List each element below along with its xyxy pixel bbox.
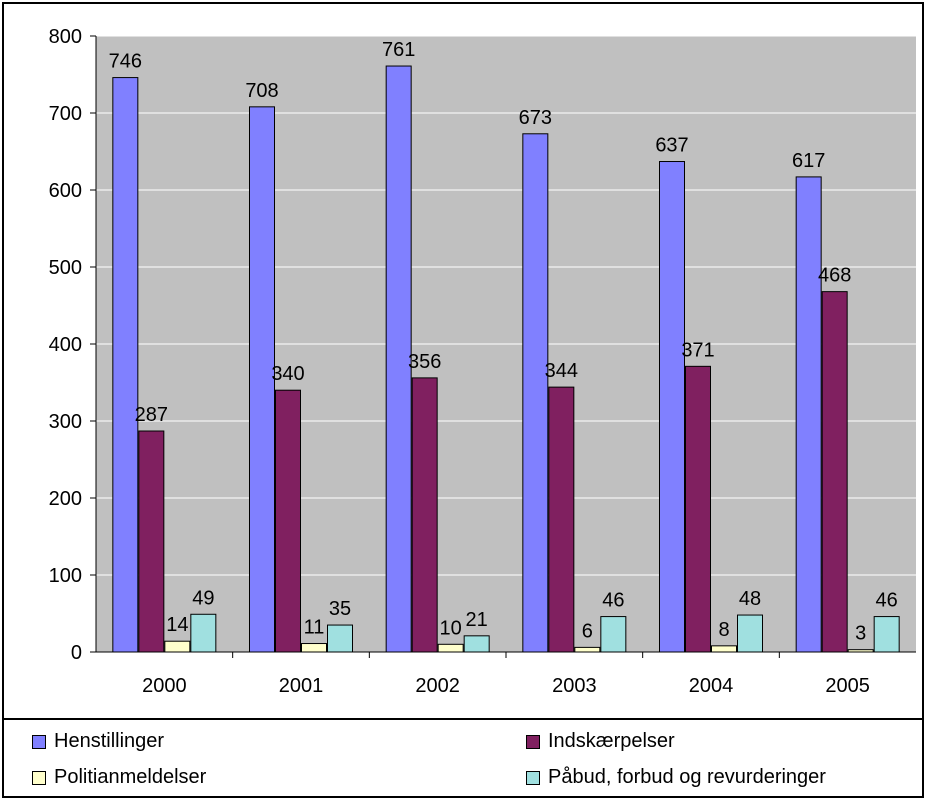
data-label: 356 [408, 351, 441, 373]
data-label: 371 [681, 339, 714, 361]
data-label: 49 [192, 587, 214, 609]
legend-label-henstillinger: Henstillinger [54, 730, 165, 752]
data-label: 11 [304, 617, 325, 639]
bar [600, 616, 627, 653]
bar [112, 77, 139, 653]
bar [873, 616, 900, 653]
bar [385, 65, 412, 653]
legend-label-indskaerpelser: Indskærpelser [548, 730, 675, 752]
data-label: 287 [135, 404, 168, 426]
data-label: 3 [855, 623, 866, 645]
x-tick-label: 2003 [552, 675, 597, 697]
x-tick-label: 2000 [142, 675, 187, 697]
bar [522, 133, 549, 653]
data-label: 673 [519, 107, 552, 129]
data-label: 46 [876, 590, 898, 612]
y-tick-label: 700 [49, 103, 82, 125]
bar [249, 106, 275, 653]
x-tick-label: 2002 [415, 675, 460, 697]
bar [411, 377, 438, 653]
legend-item-indskaerpelser: Indskærpelser [526, 730, 675, 753]
bar [190, 613, 217, 653]
y-tick-label: 300 [49, 411, 82, 433]
bar [821, 291, 848, 653]
bar [327, 624, 353, 653]
legend-item-paabud: Påbud, forbud og revurderinger [526, 766, 826, 789]
legend: Henstillinger Indskærpelser Politianmeld… [2, 718, 924, 798]
data-label: 746 [109, 51, 142, 73]
data-label: 8 [718, 619, 729, 641]
y-tick-label: 400 [49, 334, 82, 356]
y-tick-label: 800 [49, 26, 82, 48]
bar [164, 640, 191, 653]
data-label: 21 [466, 609, 488, 631]
bar [711, 645, 737, 653]
bar [138, 430, 165, 653]
data-label: 617 [792, 150, 825, 172]
x-tick-label: 2005 [825, 675, 870, 697]
data-label: 468 [818, 265, 851, 287]
bar [795, 176, 822, 653]
y-tick-label: 0 [71, 642, 82, 664]
legend-swatch-paabud [526, 770, 540, 785]
x-tick-label: 2004 [689, 675, 734, 697]
data-label: 6 [582, 620, 593, 642]
data-label: 46 [602, 590, 624, 612]
legend-swatch-politianmeldelser [32, 770, 46, 785]
bar [685, 365, 711, 653]
x-tick-label: 2001 [279, 675, 324, 697]
y-tick-label: 600 [49, 180, 82, 202]
bar [574, 646, 601, 653]
legend-item-henstillinger: Henstillinger [32, 730, 164, 753]
data-label: 35 [329, 598, 351, 620]
bar [548, 386, 575, 653]
bar [737, 614, 763, 653]
bar [659, 161, 685, 653]
legend-label-paabud: Påbud, forbud og revurderinger [548, 766, 826, 788]
data-label: 10 [440, 617, 462, 639]
legend-swatch-indskaerpelser [526, 734, 540, 749]
y-tick-label: 200 [49, 488, 82, 510]
data-label: 14 [166, 614, 188, 636]
data-label: 761 [382, 39, 415, 61]
y-tick-label: 500 [49, 257, 82, 279]
data-label: 708 [245, 80, 278, 102]
bar [437, 643, 464, 653]
legend-swatch-henstillinger [32, 734, 46, 749]
y-tick-label: 100 [49, 565, 82, 587]
legend-item-politianmeldelser: Politianmeldelser [32, 766, 206, 789]
data-label: 637 [655, 135, 688, 157]
legend-label-politianmeldelser: Politianmeldelser [54, 766, 207, 788]
bar [463, 635, 490, 653]
bar [275, 389, 301, 653]
data-label: 340 [271, 363, 304, 385]
data-label: 344 [545, 360, 578, 382]
bar [301, 643, 327, 653]
bar [847, 649, 874, 653]
data-label: 48 [739, 588, 761, 610]
